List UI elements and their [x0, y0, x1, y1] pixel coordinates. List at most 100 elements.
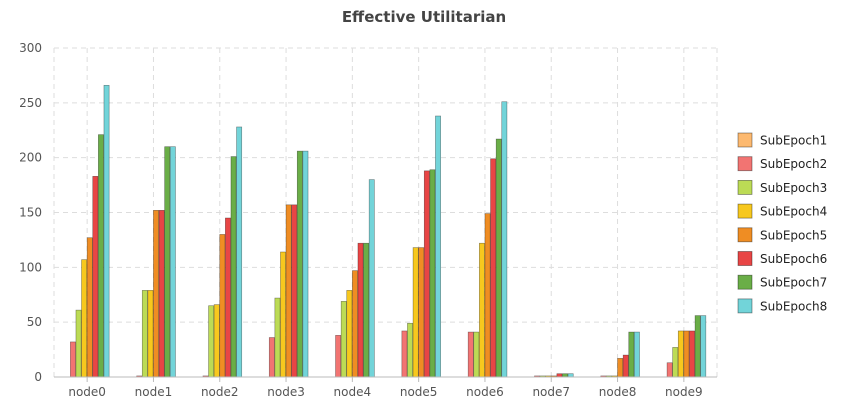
grid: [53, 47, 718, 377]
bar-node2-subepoch7: [230, 156, 237, 378]
bar-node4-subepoch4: [346, 290, 353, 378]
bar-node1-subepoch8: [169, 146, 176, 378]
bar-node6-subepoch4: [479, 242, 485, 378]
legend-label: SubEpoch2: [760, 157, 827, 171]
bar-node3-subepoch8: [302, 150, 309, 378]
bar-node9-subepoch6: [689, 330, 695, 378]
bar-node2-subepoch6: [225, 217, 231, 378]
bar-node5-subepoch5: [418, 247, 425, 378]
bar-node0-subepoch7: [98, 134, 104, 378]
x-tick-label: node5: [400, 385, 438, 399]
bar-node4-subepoch7: [363, 242, 370, 378]
bar-node8-subepoch7: [628, 331, 635, 378]
bar-node3-subepoch4: [280, 251, 286, 378]
bar-node8-subepoch5: [617, 358, 624, 378]
legend-label: SubEpoch1: [760, 134, 827, 148]
legend-item-subepoch2[interactable]: SubEpoch2: [737, 156, 827, 172]
bar-node0-subepoch4: [81, 259, 88, 378]
bar-node0-subepoch5: [86, 237, 93, 378]
bar-node1-subepoch3: [141, 290, 148, 378]
x-tick-label: node4: [334, 385, 372, 399]
bar-node4-subepoch2: [335, 335, 342, 378]
bar-node5-subepoch2: [401, 330, 408, 378]
legend-swatch: [737, 179, 753, 195]
bar-node1-subepoch5: [153, 210, 159, 378]
bar-node8-subepoch6: [622, 354, 629, 378]
legend-label: SubEpoch8: [760, 299, 827, 313]
legend-label: SubEpoch6: [760, 252, 827, 266]
bar-node9-subepoch7: [694, 315, 701, 378]
x-tick-label: node6: [466, 385, 504, 399]
y-tick-label: 50: [27, 315, 42, 329]
x-tick-label: node2: [201, 385, 239, 399]
bar-node6-subepoch5: [484, 213, 491, 378]
bars: [70, 84, 707, 378]
bar-node6-subepoch3: [473, 331, 480, 378]
x-tick-label: node8: [599, 385, 637, 399]
y-tick-label: 150: [19, 206, 42, 220]
legend-swatch: [737, 156, 753, 172]
legend-swatch: [737, 203, 753, 219]
bar-node6-subepoch2: [467, 331, 474, 378]
bar-node6-subepoch6: [490, 158, 497, 378]
bar-node6-subepoch7: [495, 138, 502, 378]
x-tick-label: node1: [135, 385, 173, 399]
x-tick-label: node0: [68, 385, 106, 399]
y-tick-label: 200: [19, 151, 42, 165]
bar-node5-subepoch7: [429, 169, 436, 378]
bar-node3-subepoch6: [291, 204, 298, 378]
bar-node3-subepoch2: [268, 337, 275, 378]
x-axis: node0 node1 node2 node3 node4 node5 node6 node7…: [54, 376, 717, 399]
bar-node4-subepoch5: [352, 270, 358, 378]
legend-label: SubEpoch7: [760, 276, 827, 290]
legend-item-subepoch4[interactable]: SubEpoch4: [737, 203, 827, 219]
legend-swatch: [737, 274, 753, 290]
bar-node2-subepoch3: [208, 305, 215, 378]
bar-node9-subepoch3: [672, 347, 679, 378]
legend-swatch: [737, 227, 753, 243]
bar-node9-subepoch2: [666, 362, 673, 378]
bar-node2-subepoch5: [219, 234, 226, 378]
legend-item-subepoch7[interactable]: SubEpoch7: [737, 274, 827, 290]
bar-node0-subepoch2: [70, 341, 76, 378]
legend-swatch: [737, 251, 753, 266]
legend-item-subepoch6[interactable]: SubEpoch6: [737, 251, 827, 267]
bar-node2-subepoch4: [213, 304, 220, 378]
bar-node1-subepoch4: [147, 290, 154, 378]
bar-node0-subepoch8: [103, 84, 110, 378]
bar-node6-subepoch8: [501, 101, 508, 378]
legend-label: SubEpoch4: [760, 205, 827, 219]
legend-swatch: [737, 132, 753, 148]
y-tick-label: 250: [19, 96, 42, 110]
bar-node8-subepoch8: [634, 331, 640, 378]
x-tick-label: node7: [532, 385, 570, 399]
chart-title: Effective Utilitarian: [342, 8, 506, 26]
legend-swatch: [737, 298, 753, 314]
bar-node5-subepoch4: [412, 247, 419, 378]
x-tick-label: node9: [665, 385, 703, 399]
legend-item-subepoch3[interactable]: SubEpoch3: [737, 179, 827, 195]
y-tick-label: 0: [34, 370, 42, 384]
bar-node5-subepoch6: [423, 170, 430, 378]
bar-node4-subepoch3: [340, 301, 347, 378]
legend-item-subepoch8[interactable]: SubEpoch8: [737, 298, 827, 314]
bar-node0-subepoch3: [75, 309, 82, 378]
y-axis: 0 50 100 150 200 250 300: [19, 41, 42, 384]
bar-node4-subepoch8: [368, 179, 375, 378]
bar-node1-subepoch6: [158, 210, 165, 378]
bar-node9-subepoch8: [700, 315, 707, 378]
bar-node5-subepoch3: [407, 322, 413, 378]
x-tick-label: node3: [267, 385, 305, 399]
legend-item-subepoch1[interactable]: SubEpoch1: [737, 132, 827, 148]
bar-node5-subepoch8: [435, 115, 441, 378]
bar-node3-subepoch3: [274, 297, 281, 378]
legend-label: SubEpoch3: [760, 181, 827, 195]
bar-node4-subepoch6: [357, 242, 364, 378]
y-tick-label: 300: [19, 41, 42, 55]
y-tick-label: 100: [19, 260, 42, 274]
bar-node9-subepoch4: [677, 330, 684, 378]
bar-node3-subepoch5: [285, 204, 292, 378]
bar-node2-subepoch8: [236, 126, 243, 378]
bar-node1-subepoch7: [164, 146, 171, 378]
legend-item-subepoch5[interactable]: SubEpoch5: [737, 227, 827, 243]
